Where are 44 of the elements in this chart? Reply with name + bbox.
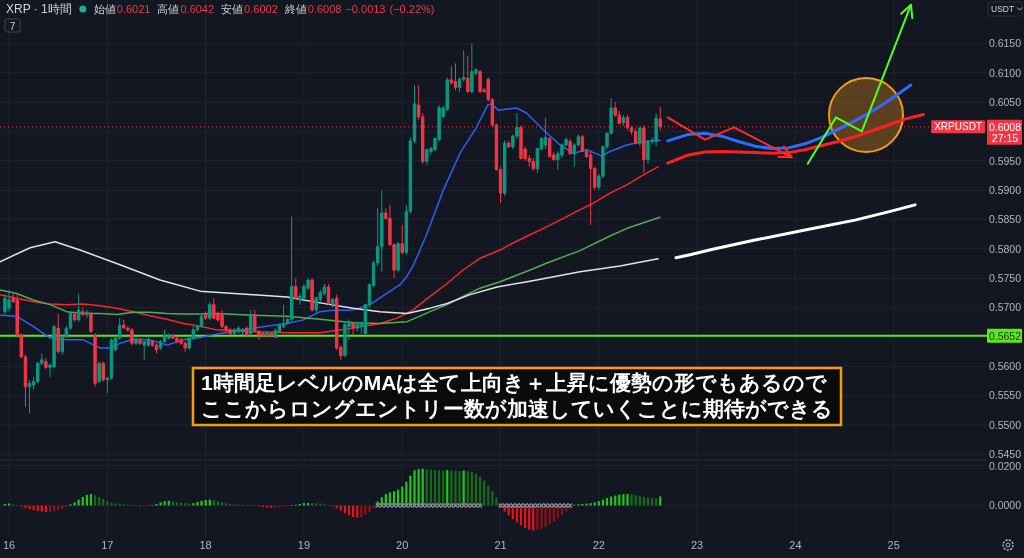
- y-tick-label: 0.5600: [988, 360, 1022, 373]
- annotation: 0.6021: [116, 3, 151, 15]
- y-tick-label: 0.5900: [988, 183, 1022, 196]
- annotation: 0.5652: [988, 329, 1022, 342]
- annotation: 終値: [283, 3, 307, 15]
- x-tick-label: 19: [297, 539, 311, 551]
- y-tick-label: 0.6050: [988, 95, 1022, 108]
- y-tick-label: 0.6100: [988, 66, 1022, 79]
- x-tick-label: 17: [101, 539, 114, 551]
- annotation: 0.6042: [180, 3, 215, 15]
- annotation: 安値: [221, 3, 244, 15]
- annotation: 0.6008: [307, 3, 342, 15]
- y-axis-title: USDT: [991, 4, 1015, 14]
- y-tick-label: 0.5800: [988, 242, 1022, 255]
- annotation: 0.6002: [244, 3, 278, 15]
- y-tick-label: 0.5550: [988, 389, 1022, 402]
- y-tick-label: 0.5850: [988, 213, 1022, 226]
- annotation: (−0.22%): [389, 3, 435, 15]
- text: 27:15: [991, 131, 1019, 144]
- annotation: 高値: [157, 3, 180, 15]
- y-tick-label: 0.0000: [988, 499, 1022, 512]
- x-tick-label: 24: [789, 539, 802, 551]
- y-tick-label: 0.0200: [988, 459, 1022, 472]
- x-tick-label: 18: [199, 539, 212, 551]
- chart-title: XRP · 1時間: [6, 2, 72, 16]
- x-tick-label: 25: [887, 539, 900, 551]
- annotation: −0.0013: [345, 3, 386, 15]
- annotation: ここからロングエントリー数が加速していくことに期待ができる: [201, 397, 833, 421]
- y-tick-label: 0.6150: [988, 37, 1022, 50]
- x-tick-label: 20: [396, 539, 409, 551]
- annotation: 始値: [93, 3, 116, 15]
- x-tick-label: 16: [2, 539, 16, 551]
- y-tick-label: 0.5950: [988, 154, 1022, 167]
- y-tick-label: 0.5500: [988, 418, 1022, 431]
- y-tick-label: 0.5450: [988, 448, 1022, 461]
- text: 0.6008: [988, 120, 1022, 133]
- y-tick-label: 0.5700: [988, 301, 1022, 314]
- annotation: 1時間足レベルのMAは全て上向き＋上昇に優勢の形でもあるので: [201, 371, 828, 395]
- x-tick-label: 21: [494, 539, 507, 551]
- x-tick-label: 23: [691, 539, 704, 551]
- ref-line-label: XRPUSDT: [934, 121, 982, 133]
- annotation: 7: [9, 20, 16, 32]
- x-tick-label: 22: [592, 539, 605, 551]
- y-tick-label: 0.5750: [988, 272, 1022, 285]
